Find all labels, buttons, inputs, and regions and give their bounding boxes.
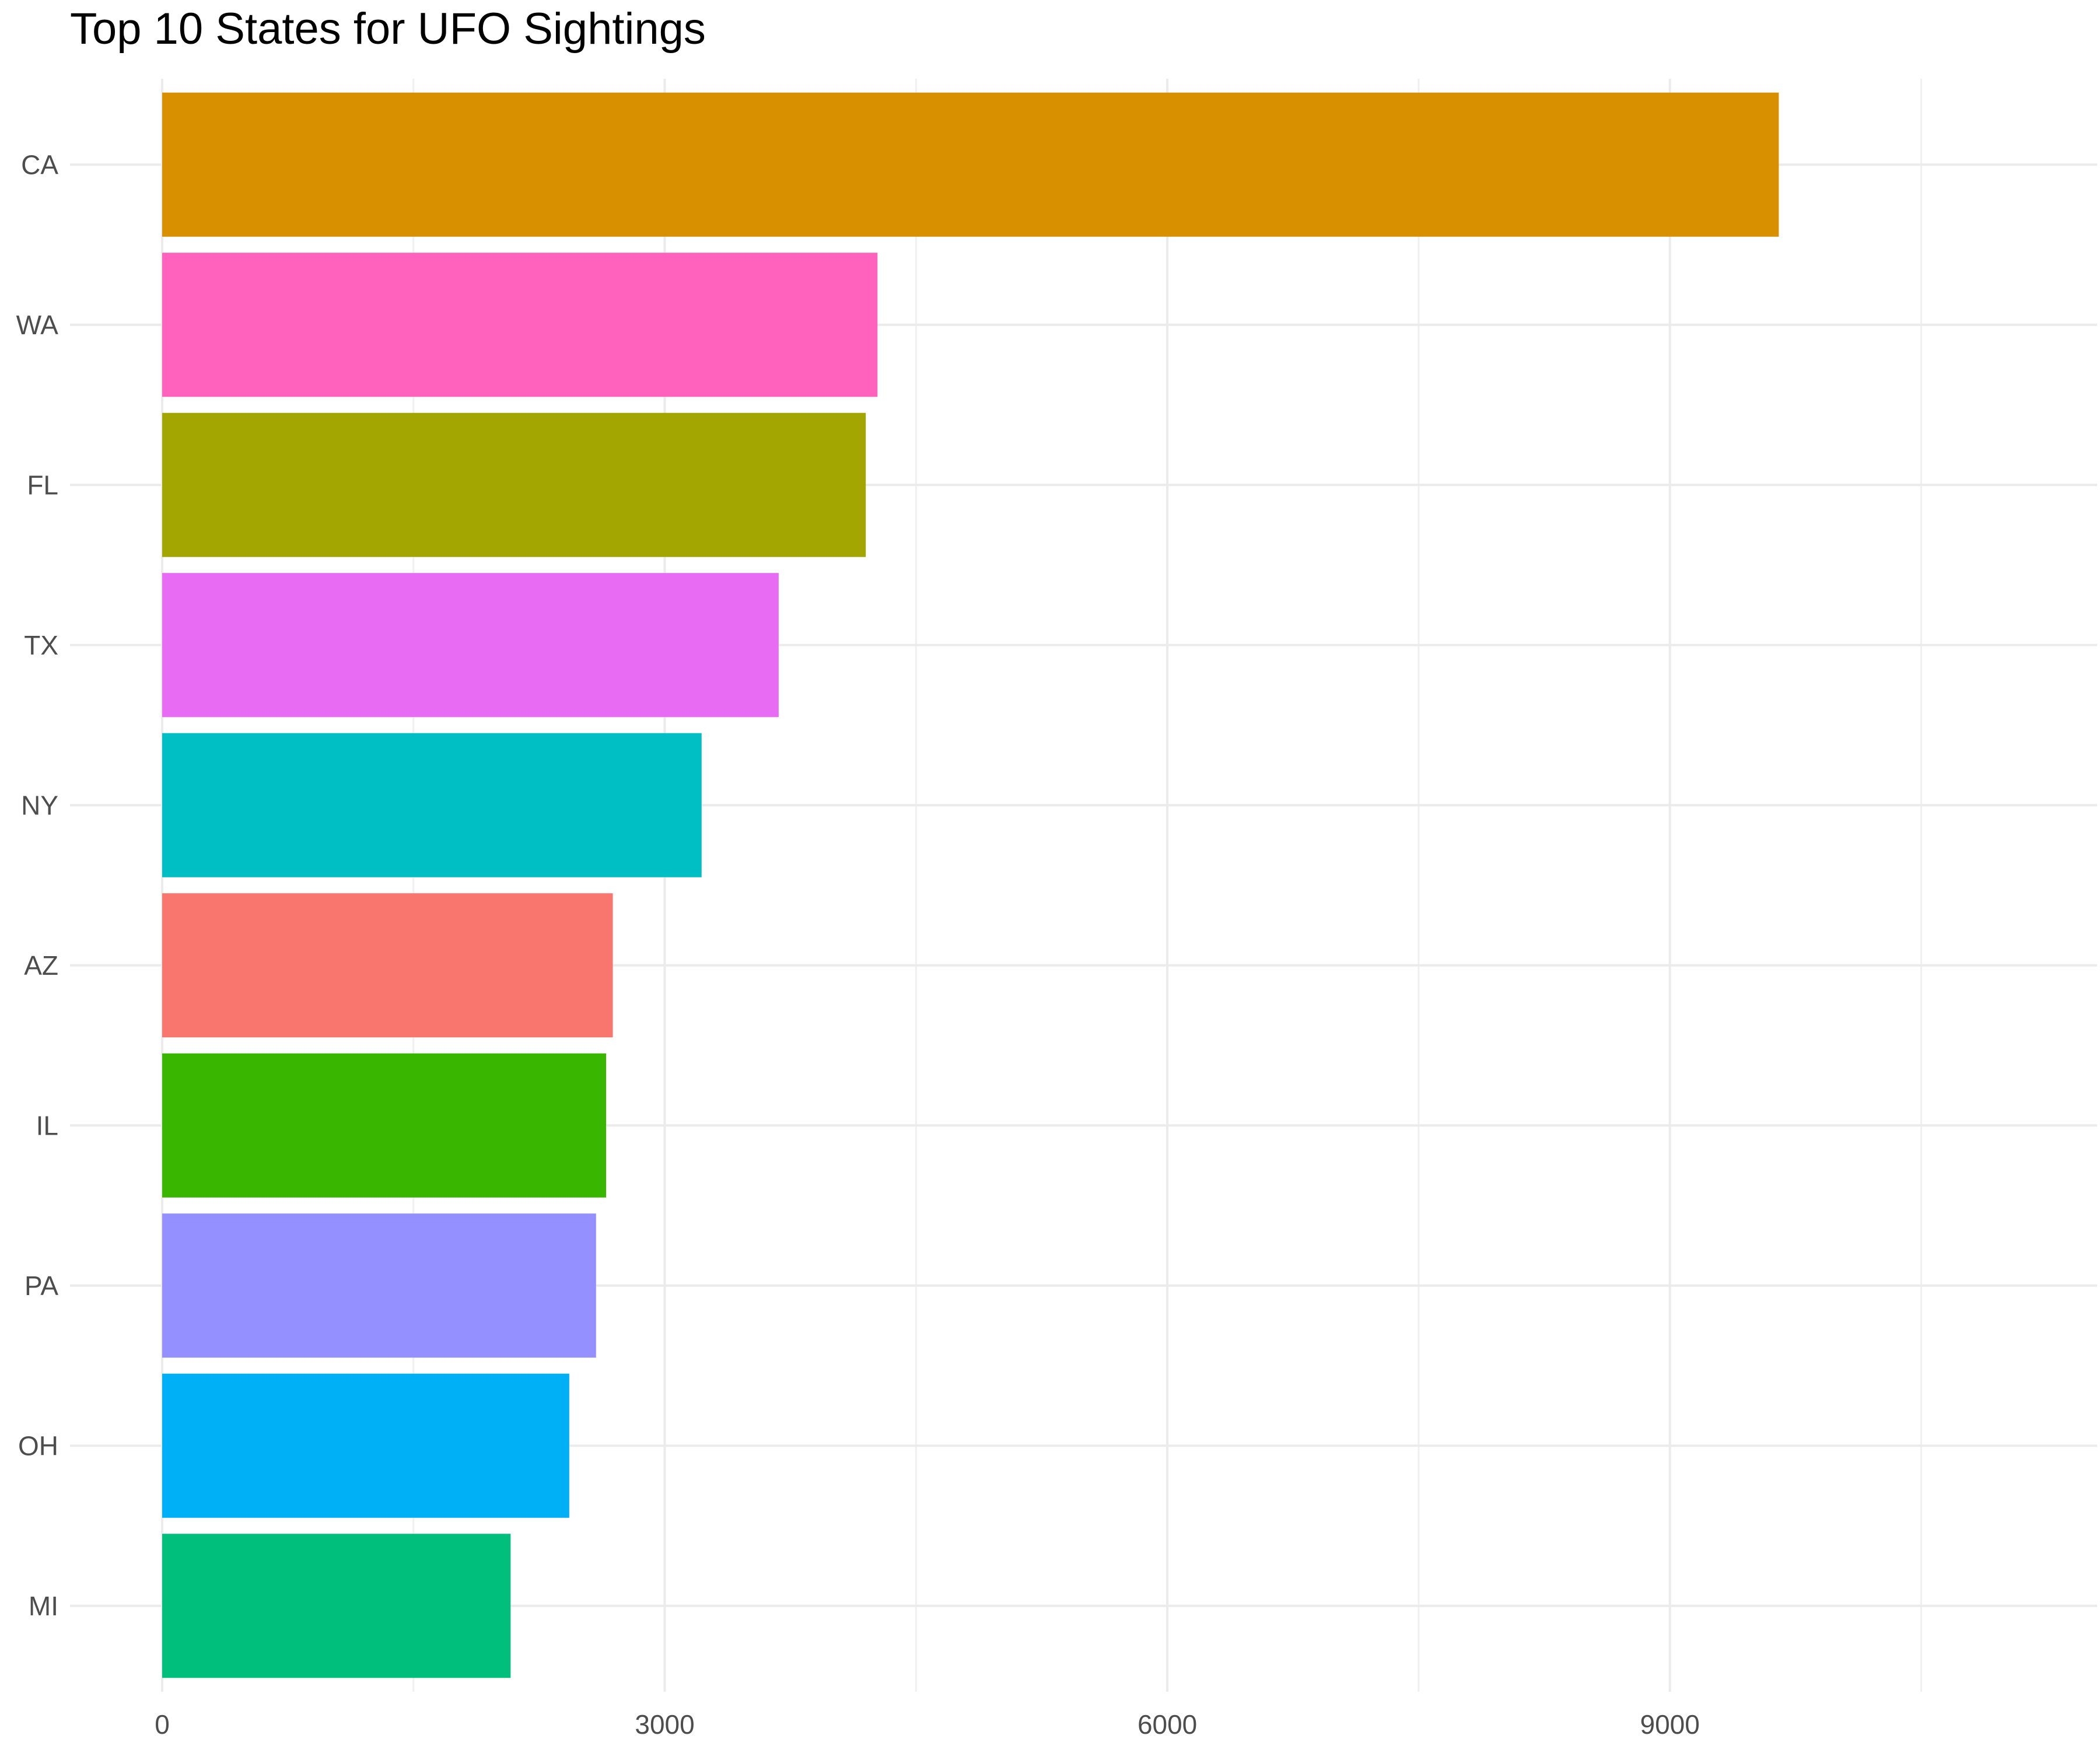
- x-tick-label: 3000: [635, 1709, 694, 1740]
- bar-az: [162, 893, 613, 1038]
- chart-title: Top 10 States for UFO Sightings: [70, 4, 706, 54]
- y-tick-label: FL: [27, 470, 58, 500]
- bar-mi: [162, 1534, 511, 1678]
- x-tick-label: 9000: [1640, 1709, 1700, 1740]
- bar-oh: [162, 1373, 569, 1518]
- bar-tx: [162, 573, 779, 718]
- bar-wa: [162, 253, 878, 397]
- x-axis: 0 3000 6000 9000: [155, 1709, 1700, 1740]
- x-tick-label: 6000: [1138, 1709, 1197, 1740]
- y-tick-label: AZ: [24, 950, 58, 981]
- y-tick-label: PA: [24, 1271, 58, 1301]
- bar-pa: [162, 1213, 596, 1358]
- bar-layer: [162, 92, 1779, 1678]
- bar-fl: [162, 412, 866, 557]
- bar-ny: [162, 733, 702, 877]
- y-axis: CA WA FL TX NY AZ IL PA OH MI: [16, 149, 59, 1621]
- y-tick-label: TX: [24, 630, 58, 660]
- y-tick-label: IL: [36, 1110, 58, 1140]
- y-tick-label: MI: [29, 1591, 58, 1621]
- y-tick-label: WA: [16, 310, 59, 340]
- y-tick-label: NY: [21, 790, 58, 820]
- bar-il: [162, 1053, 607, 1198]
- y-tick-label: OH: [18, 1430, 58, 1461]
- bar-ca: [162, 92, 1779, 237]
- y-tick-label: CA: [21, 149, 58, 180]
- x-tick-label: 0: [155, 1709, 170, 1740]
